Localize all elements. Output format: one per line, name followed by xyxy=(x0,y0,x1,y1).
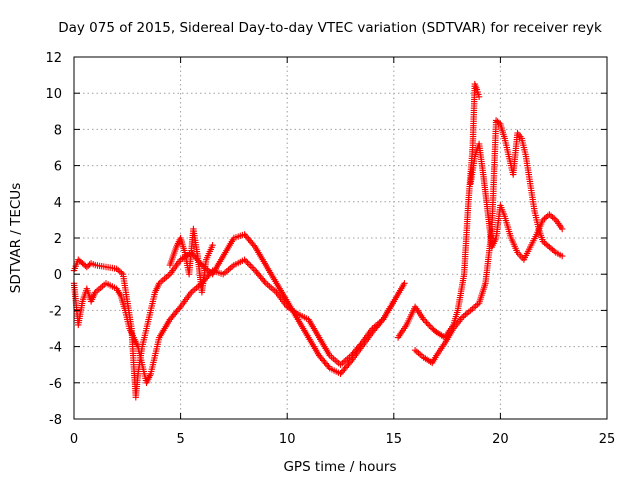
y-tick-label: 6 xyxy=(54,160,62,175)
y-tick-label: 4 xyxy=(54,196,62,211)
y-tick-label: 10 xyxy=(45,87,62,102)
plus-marker xyxy=(411,117,566,367)
x-tick-label: 20 xyxy=(492,432,509,447)
plus-marker xyxy=(467,140,566,263)
y-tick-label: 8 xyxy=(54,123,62,138)
plus-marker xyxy=(166,225,216,296)
y-tick-label: -4 xyxy=(49,341,62,356)
x-tick-label: 10 xyxy=(279,432,296,447)
chart-title: Day 075 of 2015, Sidereal Day-to-day VTE… xyxy=(58,20,602,36)
series-trace-e xyxy=(467,140,566,263)
x-tick-label: 15 xyxy=(386,432,403,447)
series-trace-a xyxy=(70,231,408,401)
plus-marker xyxy=(394,80,483,341)
y-tick-label: 0 xyxy=(54,268,62,283)
y-tick-label: -6 xyxy=(49,377,62,392)
x-tick-label: 25 xyxy=(599,432,616,447)
series-trace-d xyxy=(411,117,566,367)
y-tick-label: 2 xyxy=(54,232,62,247)
y-axis-label: SDTVAR / TECUs xyxy=(8,183,24,293)
x-tick-label: 5 xyxy=(176,432,184,447)
axes: -8 -6 -4 -2 0 2 4 6 8 10 12 0 5 10 15 20 25 xyxy=(45,51,615,447)
x-tick-label: 0 xyxy=(70,432,78,447)
series-trace-c xyxy=(394,80,483,341)
series-trace-f xyxy=(166,225,216,296)
y-tick-label: -2 xyxy=(49,304,62,319)
grid xyxy=(74,57,607,419)
x-axis-label: GPS time / hours xyxy=(283,459,396,475)
data-points xyxy=(70,80,566,401)
y-tick-label: -8 xyxy=(49,413,62,428)
plus-marker xyxy=(70,231,408,401)
y-tick-label: 12 xyxy=(45,51,62,66)
